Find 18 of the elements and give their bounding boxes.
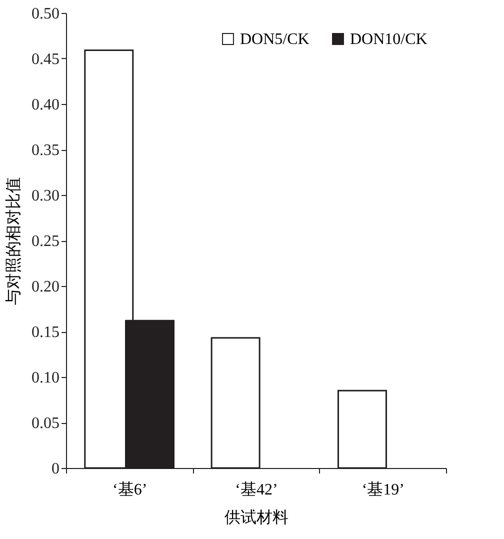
- y-tick-label: 0.15: [32, 324, 60, 341]
- x-tick-label: ‘基6’: [112, 480, 148, 498]
- y-tick-label: 0.45: [32, 51, 60, 68]
- legend-label: DON5/CK: [240, 31, 310, 48]
- y-tick-label: 0.20: [32, 278, 60, 296]
- x-tick-label: ‘基42’: [235, 480, 278, 498]
- x-axis-title: 供试材料: [224, 508, 288, 526]
- y-tick-label: 0.40: [32, 96, 60, 114]
- y-tick-label: 0.05: [32, 415, 60, 432]
- y-tick-label: 0.25: [32, 233, 60, 250]
- legend-label: DON10/CK: [350, 31, 428, 48]
- y-tick-label: 0.35: [32, 142, 60, 159]
- y-tick-label: 0.30: [32, 188, 60, 204]
- y-tick-label: 0: [52, 460, 60, 478]
- y-tick-label: 0.10: [32, 370, 60, 386]
- x-tick-label: ‘基19’: [362, 480, 404, 498]
- y-axis-title: 与对照的相对比值: [4, 177, 22, 305]
- y-tick-label: 0.50: [32, 6, 60, 22]
